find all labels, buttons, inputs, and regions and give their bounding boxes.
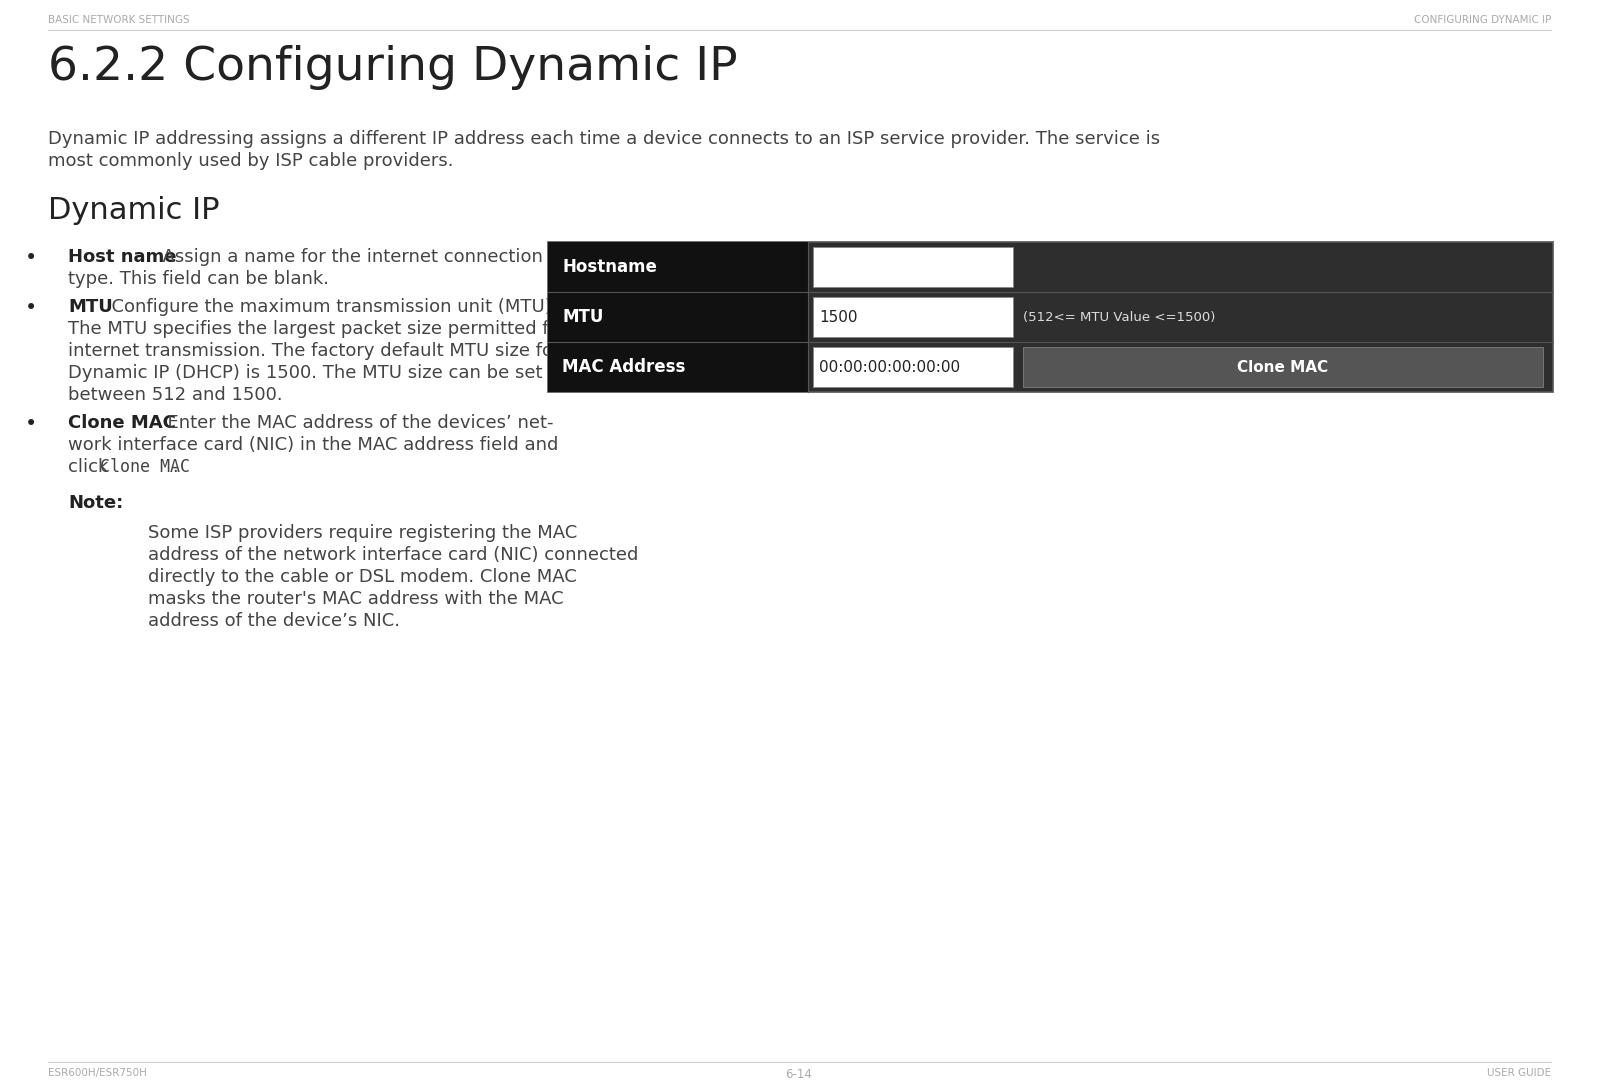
Bar [548,242,807,292]
Text: address of the network interface card (NIC) connected: address of the network interface card (N… [149,546,638,564]
Text: .: . [173,458,177,476]
Text: click: click [69,458,114,476]
Text: 6.2.2 Configuring Dynamic IP: 6.2.2 Configuring Dynamic IP [48,45,737,89]
Text: Clone MAC: Clone MAC [101,458,190,476]
Text: 00:00:00:00:00:00: 00:00:00:00:00:00 [819,360,959,374]
Text: between 512 and 1500.: between 512 and 1500. [69,386,283,404]
Text: Configure the maximum transmission unit (MTU).: Configure the maximum transmission unit … [101,298,558,316]
Text: MTU: MTU [69,298,114,316]
Bar [1023,347,1543,387]
Text: Assign a name for the internet connection: Assign a name for the internet connectio… [150,248,544,266]
Text: 1500: 1500 [819,310,857,324]
Text: (512<= MTU Value <=1500): (512<= MTU Value <=1500) [1023,311,1215,324]
Text: address of the device’s NIC.: address of the device’s NIC. [149,612,400,630]
Bar [812,297,1014,337]
Text: •: • [26,298,37,317]
Bar [548,341,807,392]
Text: •: • [26,413,37,434]
Text: Hostname: Hostname [561,257,657,276]
Text: Host name: Host name [69,248,176,266]
Bar [548,242,1553,392]
Bar [548,292,807,341]
Text: work interface card (NIC) in the MAC address field and: work interface card (NIC) in the MAC add… [69,436,558,454]
Text: 6-14: 6-14 [785,1068,812,1081]
Text: CONFIGURING DYNAMIC IP: CONFIGURING DYNAMIC IP [1414,15,1551,25]
Text: Note:: Note: [69,494,123,512]
Text: type. This field can be blank.: type. This field can be blank. [69,269,329,288]
Text: directly to the cable or DSL modem. Clone MAC: directly to the cable or DSL modem. Clon… [149,568,577,586]
Text: ESR600H/ESR750H: ESR600H/ESR750H [48,1068,147,1078]
Bar [812,347,1014,387]
Bar [812,247,1014,287]
Text: Dynamic IP: Dynamic IP [48,196,219,225]
Text: USER GUIDE: USER GUIDE [1487,1068,1551,1078]
Text: MTU: MTU [561,308,603,326]
Text: internet transmission. The factory default MTU size for: internet transmission. The factory defau… [69,341,561,360]
Text: Enter the MAC address of the devices’ net-: Enter the MAC address of the devices’ ne… [157,413,553,432]
Text: •: • [26,248,37,268]
Text: MAC Address: MAC Address [561,358,686,376]
Text: The MTU specifies the largest packet size permitted for an: The MTU specifies the largest packet siz… [69,320,595,338]
Text: Clone MAC: Clone MAC [1238,360,1329,374]
Text: Dynamic IP (DHCP) is 1500. The MTU size can be set: Dynamic IP (DHCP) is 1500. The MTU size … [69,364,542,382]
Text: BASIC NETWORK SETTINGS: BASIC NETWORK SETTINGS [48,15,190,25]
Text: Some ISP providers require registering the MAC: Some ISP providers require registering t… [149,524,577,542]
Text: Clone MAC: Clone MAC [69,413,176,432]
Text: masks the router's MAC address with the MAC: masks the router's MAC address with the … [149,590,563,608]
Text: most commonly used by ISP cable providers.: most commonly used by ISP cable provider… [48,152,454,170]
Text: Dynamic IP addressing assigns a different IP address each time a device connects: Dynamic IP addressing assigns a differen… [48,130,1161,148]
